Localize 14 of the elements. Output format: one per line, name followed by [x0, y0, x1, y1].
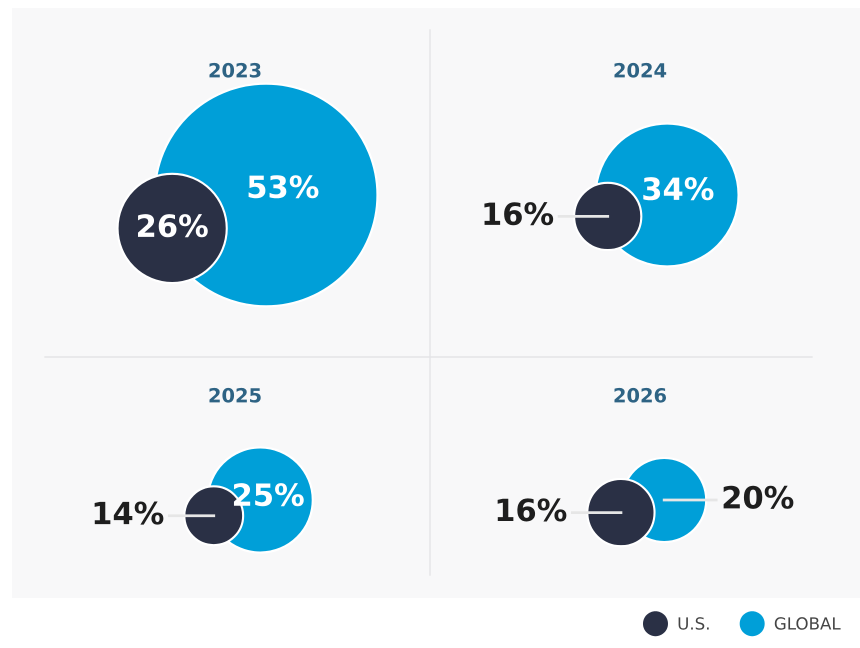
- data-label: 14%: [94, 502, 164, 525]
- data-label: 16%: [498, 498, 566, 522]
- data-label: 53%: [248, 175, 318, 198]
- data-label: 26%: [138, 214, 208, 238]
- data-label: 16%: [484, 202, 554, 226]
- category-label: 2024: [614, 62, 666, 78]
- data-label: 34%: [643, 177, 714, 200]
- category-label: 2025: [209, 388, 261, 403]
- legend-label: GLOBAL: [774, 617, 841, 630]
- data-label: 25%: [234, 483, 304, 506]
- legend-label: U.S.: [678, 617, 709, 630]
- data-label: 20%: [724, 486, 794, 509]
- category-label: 2026: [614, 388, 666, 403]
- category-label: 2023: [209, 62, 261, 78]
